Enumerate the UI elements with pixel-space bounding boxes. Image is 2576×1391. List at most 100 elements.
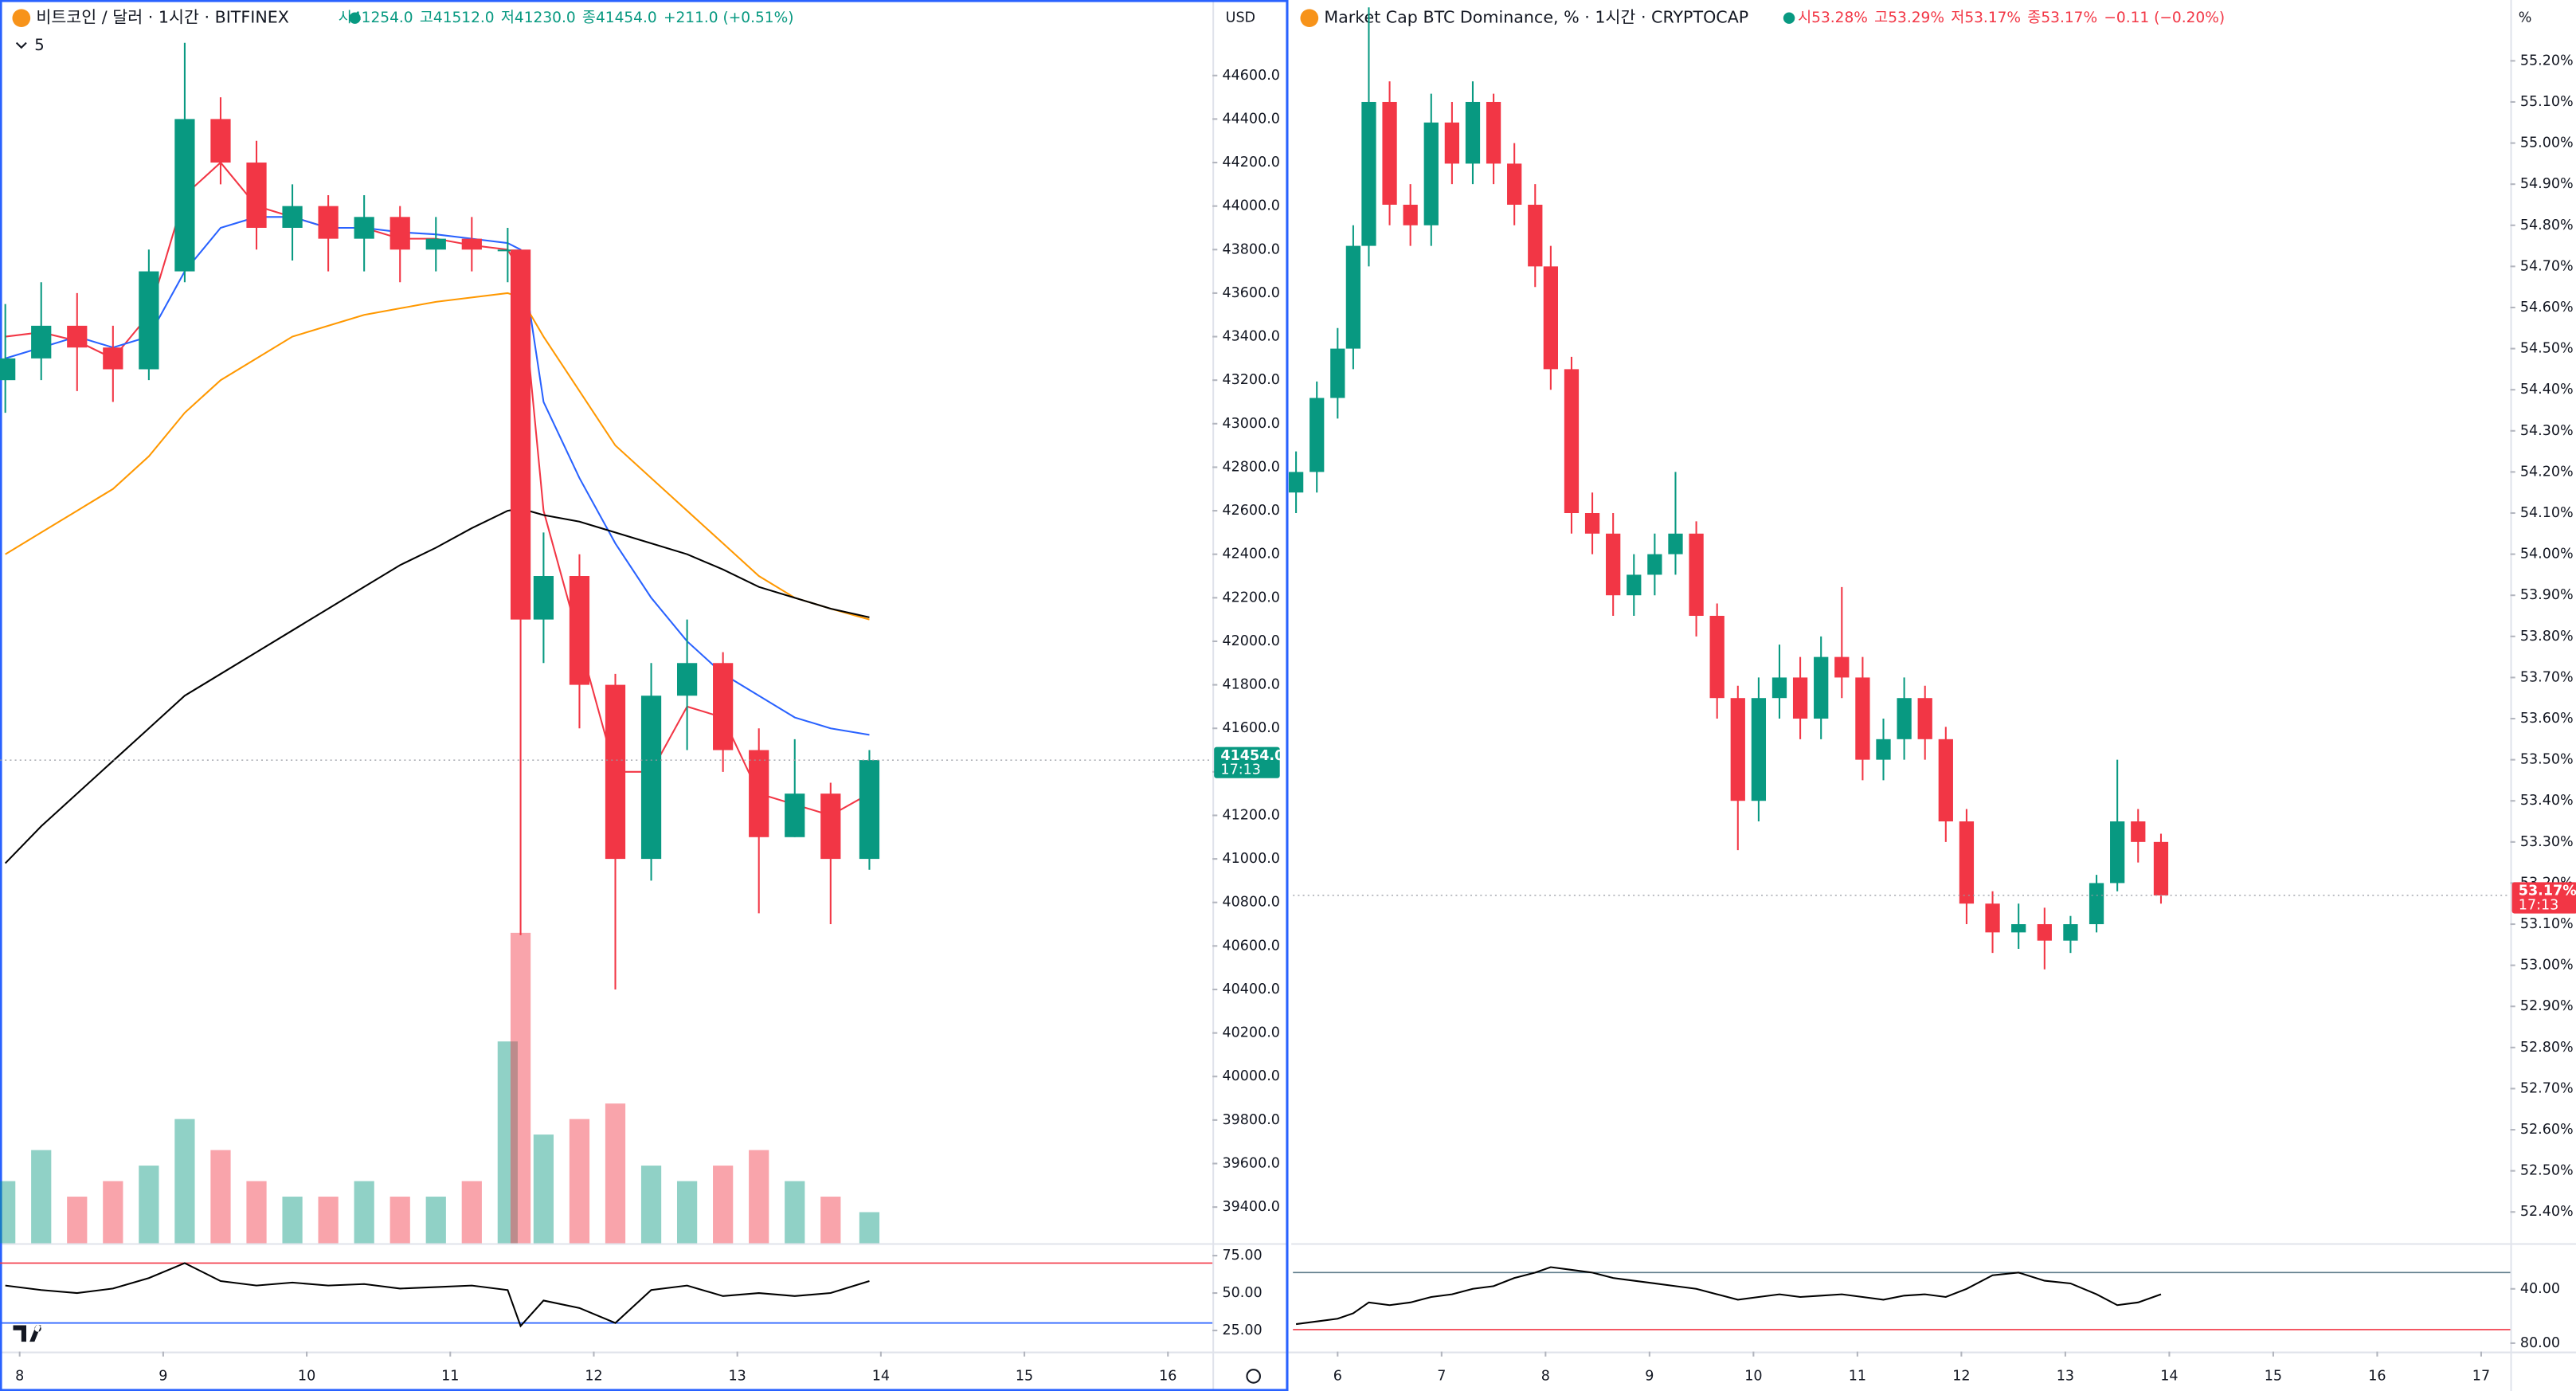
ohlc-value: −0.11 (−0.20%) xyxy=(2104,10,2225,26)
y-tick-label: 53.00% xyxy=(2520,958,2574,974)
candle-body xyxy=(2131,821,2146,842)
candle-body xyxy=(1288,472,1304,493)
volume-bar xyxy=(820,1197,841,1244)
candle-body xyxy=(605,684,626,860)
volume-bar xyxy=(533,1134,554,1244)
x-tick-label: 6 xyxy=(1333,1368,1342,1384)
candle-body xyxy=(676,663,698,696)
y-tick-label: 53.70% xyxy=(2520,669,2574,685)
candle-body xyxy=(1959,821,1975,904)
candle-body xyxy=(1814,656,1829,719)
volume-bar xyxy=(859,1212,880,1244)
candle-body xyxy=(859,760,880,860)
volume-bar xyxy=(676,1181,698,1244)
candle-body xyxy=(103,347,123,370)
axis-unit[interactable]: % xyxy=(2519,10,2532,26)
candle-body xyxy=(1486,101,1501,164)
x-tick-label: 7 xyxy=(1437,1368,1446,1384)
x-tick-label: 17 xyxy=(2472,1368,2490,1384)
price-tag-value: 53.17% xyxy=(2519,884,2576,899)
y-tick-label: 44000.0 xyxy=(1223,198,1280,214)
y-tick-label: 42000.0 xyxy=(1223,633,1280,649)
volume-bar xyxy=(246,1181,267,1244)
volume-bar xyxy=(139,1166,159,1244)
candle-body xyxy=(820,793,841,860)
volume-bar xyxy=(31,1150,52,1244)
x-tick-label: 14 xyxy=(2160,1368,2178,1384)
x-tick-label: 16 xyxy=(1159,1368,1176,1384)
y-tick-label: 42200.0 xyxy=(1223,590,1280,605)
symbol-icon[interactable] xyxy=(12,9,31,28)
active-pane-border xyxy=(0,0,1289,1391)
candle-body xyxy=(210,119,231,163)
volume-bar xyxy=(0,1181,16,1244)
y-tick-label: 55.10% xyxy=(2520,94,2574,110)
y-tick-label: 52.70% xyxy=(2520,1080,2574,1096)
y-tick-label: 40800.0 xyxy=(1223,895,1280,911)
chart-title: Market Cap BTC Dominance, % · 1시간 · CRYP… xyxy=(1324,8,1748,27)
moving-average xyxy=(5,292,870,621)
volume-bar xyxy=(749,1150,769,1244)
collapse-indicators[interactable] xyxy=(15,41,27,49)
candle-body xyxy=(1689,533,1704,617)
candle-body xyxy=(1730,698,1745,801)
candle-body xyxy=(1771,677,1787,699)
candle-body xyxy=(390,217,410,250)
rsi-line xyxy=(1295,1266,2162,1326)
x-tick-label: 12 xyxy=(585,1368,602,1384)
candle-body xyxy=(1668,533,1683,554)
market-status-dot xyxy=(349,12,361,24)
candle-body xyxy=(425,238,446,250)
y-tick-label: 54.40% xyxy=(2520,382,2574,398)
ohlc-value: 고53.29% xyxy=(1874,10,1944,26)
y-tick-label: 53.80% xyxy=(2520,629,2574,645)
x-tick-label: 13 xyxy=(729,1368,746,1384)
y-tick-label: 55.20% xyxy=(2520,53,2574,69)
symbol-icon[interactable] xyxy=(1300,9,1319,28)
x-tick-label: 13 xyxy=(2057,1368,2074,1384)
volume-bar xyxy=(785,1181,805,1244)
candle-body xyxy=(2153,841,2169,895)
candle-body xyxy=(1834,656,1850,678)
ohlc-value: 시53.28% xyxy=(1798,10,1868,26)
candle-body xyxy=(2110,821,2125,884)
volume-bar xyxy=(497,1041,518,1244)
y-tick-label: 53.60% xyxy=(2520,711,2574,727)
y-tick-label: 42400.0 xyxy=(1223,547,1280,562)
candle-body xyxy=(713,663,734,750)
candle-body xyxy=(1310,398,1325,472)
indicator-count[interactable]: 5 xyxy=(34,36,44,54)
y-tick-label: 53.90% xyxy=(2520,587,2574,603)
axis-unit[interactable]: USD xyxy=(1226,10,1255,26)
y-tick-label: 43800.0 xyxy=(1223,241,1280,257)
candle-body xyxy=(1564,369,1580,514)
candle-body xyxy=(1751,698,1767,801)
x-tick-label: 8 xyxy=(15,1368,24,1384)
y-tick-label: 43600.0 xyxy=(1223,285,1280,301)
x-tick-label: 12 xyxy=(1952,1368,1970,1384)
candle-body xyxy=(1792,677,1808,719)
settings-button[interactable] xyxy=(1246,1369,1261,1384)
ohlc-value: +211.0 (+0.51%) xyxy=(664,10,794,26)
y-tick-label: 41200.0 xyxy=(1223,807,1280,823)
y-tick-label: 39800.0 xyxy=(1223,1112,1280,1128)
candle-body xyxy=(1606,533,1621,596)
x-tick-label: 14 xyxy=(872,1368,890,1384)
logo[interactable] xyxy=(13,1325,41,1342)
rsi-tick-label: 25.00 xyxy=(1223,1322,1263,1338)
y-tick-label: 52.50% xyxy=(2520,1163,2574,1179)
candle-body xyxy=(1361,101,1376,246)
candle-body xyxy=(1423,122,1439,225)
candle-body xyxy=(318,206,339,239)
y-tick-label: 41600.0 xyxy=(1223,720,1280,736)
ohlc-value: 고41512.0 xyxy=(420,10,495,26)
y-tick-label: 54.50% xyxy=(2520,341,2574,357)
x-tick-label: 11 xyxy=(1849,1368,1866,1384)
volume-bar xyxy=(425,1197,446,1244)
volume-bar xyxy=(318,1197,339,1244)
y-tick-label: 53.40% xyxy=(2520,793,2574,809)
candle-body xyxy=(1507,163,1522,205)
y-tick-label: 53.30% xyxy=(2520,834,2574,850)
y-tick-label: 54.90% xyxy=(2520,176,2574,192)
candle-body xyxy=(1709,616,1725,699)
